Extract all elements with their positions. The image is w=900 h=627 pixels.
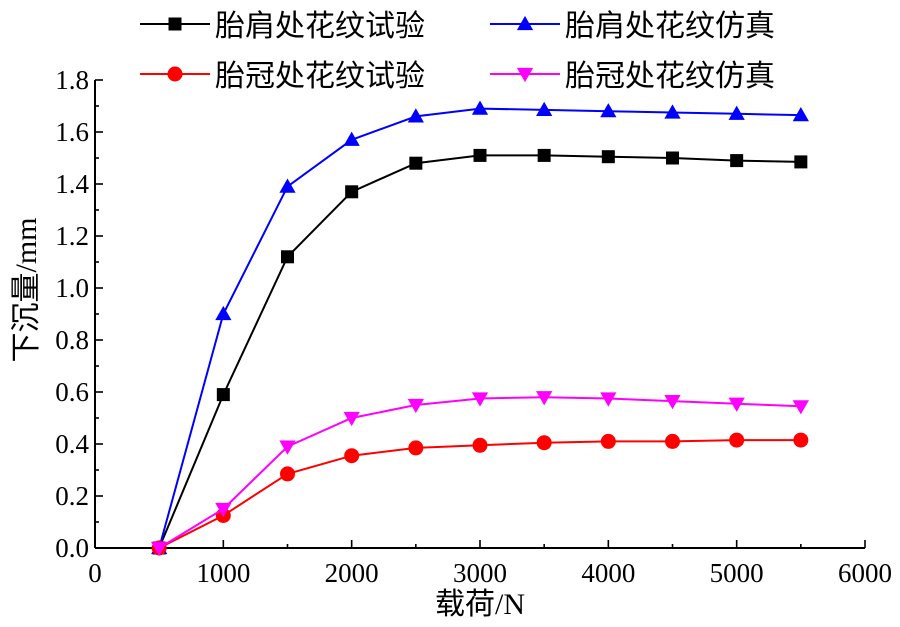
series-2 xyxy=(151,432,809,556)
data-point-triangle-down xyxy=(151,541,168,557)
data-point-square xyxy=(601,150,615,164)
y-tick-label: 1.8 xyxy=(55,65,89,95)
data-point-circle xyxy=(729,432,745,448)
data-point-square xyxy=(473,148,487,162)
data-point-square xyxy=(216,388,230,402)
series-3 xyxy=(151,391,809,557)
y-tick-label: 0.8 xyxy=(55,325,89,355)
data-point-square xyxy=(537,148,551,162)
y-ticks: 0.0 0.2 0.4 0.6 0.8 1.0 1.2 1.4 1.6 1.8 xyxy=(55,65,103,563)
data-point-triangle-down xyxy=(407,398,424,414)
data-point-circle xyxy=(408,440,424,456)
y-tick-label: 0.4 xyxy=(55,429,89,459)
legend-item: 胎冠处花纹仿真 xyxy=(490,60,775,93)
data-point-circle xyxy=(280,466,295,482)
data-point-triangle-up xyxy=(407,108,424,123)
x-tick-label: 0 xyxy=(88,558,102,588)
y-tick-label: 1.0 xyxy=(55,273,89,303)
y-axis-title: 下沉量/mm xyxy=(10,217,43,362)
legend-item: 胎肩处花纹试验 xyxy=(140,10,425,43)
x-axis-title: 载荷/N xyxy=(435,588,525,621)
x-tick-label: 4000 xyxy=(581,558,635,588)
x-tick-label: 6000 xyxy=(838,558,892,588)
legend-item: 胎冠处花纹试验 xyxy=(140,60,425,93)
data-point-square xyxy=(168,17,182,31)
data-point-triangle-down xyxy=(279,440,296,455)
data-point-square xyxy=(666,151,679,165)
x-ticks: 0 1000 2000 3000 4000 5000 6000 xyxy=(88,540,892,588)
data-point-triangle-up xyxy=(728,105,745,120)
y-tick-label: 1.6 xyxy=(55,117,89,147)
data-point-circle xyxy=(167,66,183,82)
data-point-triangle-up xyxy=(600,103,617,118)
data-point-circle xyxy=(536,435,552,451)
data-point-circle xyxy=(472,437,488,453)
x-tick-label: 2000 xyxy=(325,558,379,588)
y-tick-label: 1.2 xyxy=(55,221,89,251)
data-point-square xyxy=(409,156,423,170)
data-point-square xyxy=(345,185,359,199)
data-point-triangle-up xyxy=(471,100,489,115)
data-point-triangle-down xyxy=(664,395,681,410)
legend-label: 胎肩处花纹试验 xyxy=(215,10,425,43)
data-point-triangle-down xyxy=(343,411,360,427)
data-point-circle xyxy=(793,432,809,448)
legend-label: 胎冠处花纹试验 xyxy=(215,60,425,93)
data-point-square xyxy=(794,155,808,169)
series-line xyxy=(158,154,801,549)
y-tick-label: 1.4 xyxy=(55,169,89,199)
series-1 xyxy=(151,100,809,555)
x-tick-label: 5000 xyxy=(710,558,764,588)
data-point-triangle-up xyxy=(664,104,681,119)
x-tick-label: 1000 xyxy=(196,558,250,588)
series-0 xyxy=(152,148,808,555)
legend-item: 胎肩处花纹仿真 xyxy=(490,10,775,43)
data-point-triangle-down xyxy=(215,502,232,518)
data-point-triangle-down xyxy=(471,392,489,407)
legend-label: 胎冠处花纹仿真 xyxy=(565,60,775,93)
data-point-triangle-down xyxy=(536,391,553,406)
series-line xyxy=(158,396,801,549)
data-point-square xyxy=(730,154,744,168)
legend-label: 胎肩处花纹仿真 xyxy=(565,10,775,43)
data-point-circle xyxy=(665,433,680,449)
x-tick-label: 3000 xyxy=(453,558,507,588)
series-line xyxy=(158,439,801,549)
data-point-triangle-up xyxy=(343,131,360,146)
data-point-triangle-down xyxy=(516,67,534,83)
y-tick-label: 0.6 xyxy=(55,377,89,407)
y-tick-label: 0.2 xyxy=(55,481,89,511)
data-point-triangle-down xyxy=(792,400,809,415)
series-line xyxy=(158,107,801,549)
data-point-circle xyxy=(344,448,360,464)
series-layer xyxy=(151,100,809,557)
data-point-circle xyxy=(600,433,616,449)
data-point-triangle-up xyxy=(215,305,232,321)
data-point-triangle-up xyxy=(792,106,809,122)
y-tick-label: 0.0 xyxy=(55,533,89,563)
data-point-triangle-up xyxy=(516,15,534,31)
data-point-triangle-up xyxy=(536,101,553,116)
data-point-triangle-down xyxy=(728,397,745,412)
data-point-triangle-up xyxy=(279,178,296,193)
data-point-square xyxy=(281,250,294,264)
data-point-triangle-down xyxy=(600,392,617,407)
